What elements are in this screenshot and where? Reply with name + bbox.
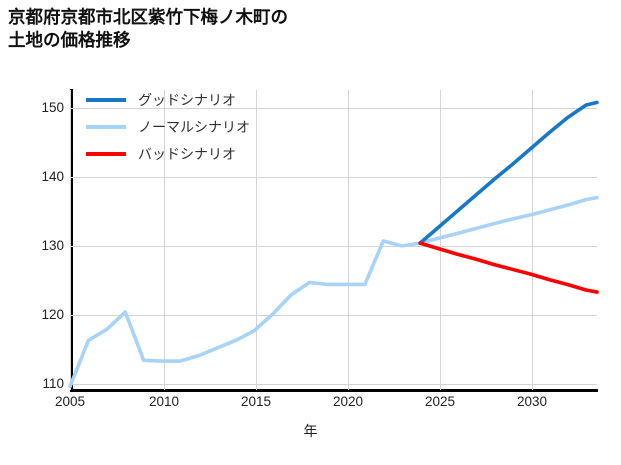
- gridline-y-130: [70, 246, 597, 247]
- y-tick-label-150: 150: [41, 100, 64, 115]
- y-tick-label-110: 110: [42, 376, 64, 391]
- legend-label-good: グッドシナリオ: [138, 92, 236, 108]
- x-tick-label-2025: 2025: [424, 394, 456, 409]
- legend-swatch-bad: [86, 152, 126, 156]
- legend-swatch-normal: [86, 125, 126, 129]
- gridline-x-2030: [532, 90, 533, 390]
- x-tick-label-2020: 2020: [332, 394, 364, 409]
- x-tick-label-2030: 2030: [516, 394, 548, 409]
- legend-item-normal[interactable]: ノーマルシナリオ: [86, 119, 250, 135]
- legend-item-bad[interactable]: バッドシナリオ: [86, 146, 250, 162]
- legend-swatch-good: [86, 98, 126, 102]
- plot-area: [68, 90, 599, 390]
- y-tick-label-130: 130: [41, 238, 64, 253]
- y-axis-title: 坪 (3.3m2) 単価 (万円): [0, 0, 2, 105]
- chart-legend: グッドシナリオ ノーマルシナリオ バッドシナリオ: [86, 92, 250, 162]
- page-title: 京都府京都市北区紫竹下梅ノ木町の 土地の価格推移: [8, 7, 288, 51]
- gridline-y-150: [70, 108, 597, 109]
- y-axis-line: [70, 89, 73, 391]
- series-line-good: [418, 100, 599, 245]
- series-line-bad: [418, 241, 599, 294]
- legend-label-normal: ノーマルシナリオ: [138, 119, 250, 135]
- legend-label-bad: バッドシナリオ: [138, 146, 236, 162]
- gridline-y-140: [70, 177, 597, 178]
- gridline-x-2005: [70, 90, 71, 390]
- x-tick-label-2015: 2015: [240, 394, 272, 409]
- legend-item-good[interactable]: グッドシナリオ: [86, 92, 250, 108]
- x-tick-label-2005: 2005: [54, 394, 86, 409]
- y-tick-label-140: 140: [41, 169, 64, 184]
- gridline-x-2010: [164, 90, 165, 390]
- x-tick-label-2010: 2010: [148, 394, 180, 409]
- gridline-y-120: [70, 315, 597, 316]
- gridline-x-2020: [348, 90, 349, 390]
- y-tick-label-120: 120: [41, 307, 64, 322]
- series-line-normal: [68, 195, 599, 389]
- gridline-y-110: [70, 384, 597, 385]
- gridline-x-2025: [440, 90, 441, 390]
- gridline-x-2015: [256, 90, 257, 390]
- x-axis-line: [70, 389, 598, 392]
- series-layer: [68, 100, 599, 389]
- x-axis-title: 年: [303, 423, 318, 439]
